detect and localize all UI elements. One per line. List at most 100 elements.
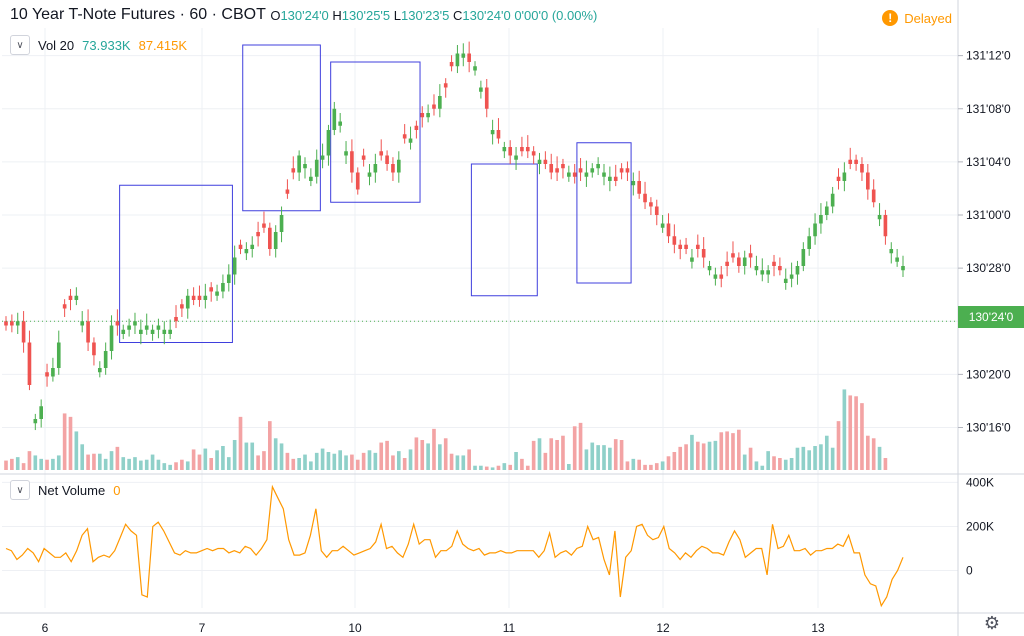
candle[interactable] xyxy=(537,152,542,175)
candle[interactable] xyxy=(654,199,659,226)
candle[interactable] xyxy=(121,324,126,340)
candle[interactable] xyxy=(608,166,612,192)
candle[interactable] xyxy=(420,106,425,128)
candle[interactable] xyxy=(871,179,876,208)
candle[interactable] xyxy=(385,150,389,171)
candle[interactable] xyxy=(549,153,554,180)
candle[interactable] xyxy=(725,251,729,277)
candle[interactable] xyxy=(355,167,360,195)
candle[interactable] xyxy=(666,213,671,244)
candle[interactable] xyxy=(778,257,782,276)
candle[interactable] xyxy=(819,203,823,234)
candle[interactable] xyxy=(332,101,337,136)
candle[interactable] xyxy=(150,324,155,341)
candle[interactable] xyxy=(56,330,61,375)
candle[interactable] xyxy=(414,120,419,139)
candle[interactable] xyxy=(572,164,577,184)
candle[interactable] xyxy=(707,260,712,276)
candle[interactable] xyxy=(379,139,384,161)
candle[interactable] xyxy=(649,197,653,215)
candle[interactable] xyxy=(836,168,841,190)
candle[interactable] xyxy=(350,139,354,183)
candle[interactable] xyxy=(467,41,471,73)
candle[interactable] xyxy=(326,124,331,166)
candle[interactable] xyxy=(74,287,79,306)
candle[interactable] xyxy=(514,147,518,170)
candle[interactable] xyxy=(268,222,272,256)
candle[interactable] xyxy=(737,252,741,273)
candle[interactable] xyxy=(115,309,120,336)
candle[interactable] xyxy=(39,399,43,428)
candle[interactable] xyxy=(162,321,167,345)
candle[interactable] xyxy=(830,186,835,214)
delayed-status[interactable]: ! Delayed xyxy=(882,10,952,26)
candle[interactable] xyxy=(695,234,700,258)
candle[interactable] xyxy=(690,249,694,269)
gear-icon[interactable]: ⚙ xyxy=(983,613,1000,633)
candle[interactable] xyxy=(854,154,858,171)
candle[interactable] xyxy=(426,104,430,123)
candle[interactable] xyxy=(678,239,683,260)
candle[interactable] xyxy=(901,255,905,278)
rectangle-annotation[interactable] xyxy=(119,184,233,343)
candle[interactable] xyxy=(103,342,108,375)
candle[interactable] xyxy=(45,363,49,387)
candle[interactable] xyxy=(555,156,559,181)
candle[interactable] xyxy=(221,274,225,299)
price-axis[interactable]: 131'12'0 131'08'0 131'04'0 131'00'0 130'28'0… xyxy=(958,49,1011,435)
candle[interactable] xyxy=(754,255,759,276)
candle[interactable] xyxy=(156,318,161,339)
candle[interactable] xyxy=(801,242,806,272)
candle[interactable] xyxy=(127,318,131,337)
candle[interactable] xyxy=(4,316,8,331)
candle[interactable] xyxy=(109,315,114,360)
candle[interactable] xyxy=(531,146,536,164)
candle[interactable] xyxy=(783,268,788,290)
rectangle-annotation[interactable] xyxy=(576,142,632,284)
candle[interactable] xyxy=(232,245,237,285)
candle[interactable] xyxy=(543,151,548,170)
candle[interactable] xyxy=(244,242,249,261)
candle[interactable] xyxy=(631,172,636,196)
candle[interactable] xyxy=(344,141,348,164)
candle[interactable] xyxy=(795,260,800,285)
candle[interactable] xyxy=(92,337,96,366)
candle[interactable] xyxy=(168,319,172,340)
candle[interactable] xyxy=(766,265,770,283)
candle[interactable] xyxy=(197,285,202,307)
symbol-name[interactable]: 10 Year T-Note Futures xyxy=(10,6,176,23)
time-axis[interactable]: 6 7 10 11 12 13 xyxy=(42,621,825,635)
candle[interactable] xyxy=(361,148,366,167)
candle[interactable] xyxy=(396,151,401,183)
candle[interactable] xyxy=(502,141,507,159)
candle[interactable] xyxy=(62,299,67,317)
candle[interactable] xyxy=(643,181,647,210)
candle[interactable] xyxy=(602,164,606,186)
candle[interactable] xyxy=(701,237,706,268)
candle[interactable] xyxy=(291,156,296,180)
candle[interactable] xyxy=(180,299,184,317)
candle[interactable] xyxy=(842,162,847,192)
net-volume-line[interactable] xyxy=(5,484,904,608)
candle[interactable] xyxy=(27,330,32,391)
candle[interactable] xyxy=(51,357,55,382)
net-volume-series[interactable] xyxy=(5,484,904,608)
candle[interactable] xyxy=(490,119,495,145)
candle[interactable] xyxy=(625,161,630,181)
candlestick-series[interactable] xyxy=(2,41,958,431)
candle[interactable] xyxy=(309,168,313,187)
candle[interactable] xyxy=(402,124,407,144)
candle[interactable] xyxy=(672,224,677,254)
candle[interactable] xyxy=(473,61,477,76)
candle[interactable] xyxy=(133,312,137,334)
candle[interactable] xyxy=(215,284,219,301)
candle[interactable] xyxy=(209,282,214,302)
candle[interactable] xyxy=(185,288,190,319)
chevron-down-icon[interactable]: ∨ xyxy=(10,35,30,55)
candle[interactable] xyxy=(262,211,266,233)
candle[interactable] xyxy=(139,319,143,345)
candle[interactable] xyxy=(520,136,524,157)
candle[interactable] xyxy=(408,126,413,150)
candle[interactable] xyxy=(203,283,208,309)
